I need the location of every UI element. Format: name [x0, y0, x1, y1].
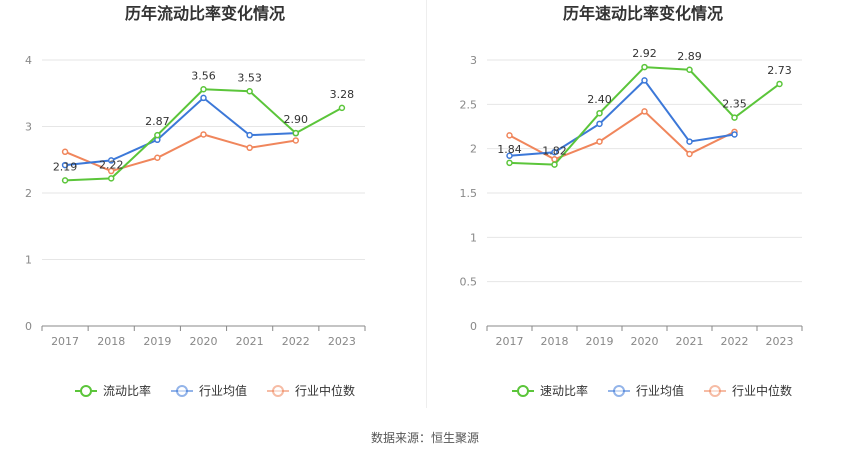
series-line-1-2 [509, 110, 735, 161]
x-tick-0-2: 2019 [143, 335, 171, 348]
data-point-1-1-4 [686, 138, 693, 145]
data-point-1-1-5 [731, 131, 738, 138]
y-tick-0-2: 2 [25, 187, 32, 200]
data-label-0-4: 3.53 [237, 71, 262, 84]
y-tick-1-4: 2 [470, 143, 477, 156]
y-tick-0-3: 3 [25, 121, 32, 134]
data-point-1-0-3 [641, 63, 648, 71]
legend-marker-0-2 [272, 385, 284, 397]
data-point-1-0-4 [686, 66, 693, 74]
data-point-1-2-3 [641, 108, 648, 115]
x-tick-0-1: 2018 [97, 335, 125, 348]
data-point-1-2-2 [596, 138, 603, 145]
data-point-0-1-0 [61, 161, 69, 169]
data-label-0-1: 2.22 [99, 158, 124, 171]
x-tick-1-1: 2018 [541, 335, 569, 348]
data-point-0-0-4 [246, 88, 253, 95]
legend-marker-0-1 [176, 385, 188, 397]
legend-marker-1-2 [709, 385, 721, 397]
data-point-0-2-4 [246, 144, 253, 152]
data-point-1-1-2 [596, 120, 603, 128]
x-tick-1-5: 2022 [721, 335, 749, 348]
series-line-0-1 [64, 96, 296, 167]
x-tick-1-2: 2019 [586, 335, 614, 348]
data-point-0-0-0 [61, 177, 69, 184]
data-point-0-2-3 [200, 131, 207, 138]
y-tick-0-4: 4 [25, 54, 32, 67]
data-label-1-6: 2.73 [767, 64, 792, 77]
legend-marker-0-0 [80, 385, 92, 397]
data-label-1-4: 2.89 [677, 50, 702, 63]
data-label-1-0: 1.84 [497, 143, 522, 156]
data-point-0-0-2 [154, 131, 161, 139]
legend-label-0-0: 流动比率 [103, 383, 151, 398]
legend-label-1-2: 行业中位数 [732, 383, 792, 398]
source-note: 数据来源：恒生聚源 [370, 431, 479, 445]
y-tick-0-1: 1 [25, 254, 32, 267]
data-point-0-0-1 [107, 175, 115, 182]
series-line-0-2 [64, 133, 296, 173]
data-point-0-2-0 [61, 148, 69, 156]
data-point-1-0-5 [731, 114, 738, 121]
data-label-1-5: 2.35 [722, 98, 747, 111]
chart-title-1: 历年速动比率变化情况 [563, 4, 723, 23]
data-label-0-5: 2.90 [284, 113, 309, 126]
x-tick-0-0: 2017 [51, 335, 79, 348]
x-tick-1-4: 2021 [676, 335, 704, 348]
data-point-1-0-6 [776, 80, 783, 88]
y-tick-1-5: 2.5 [460, 98, 478, 111]
legend-label-0-1: 行业均值 [199, 383, 247, 398]
data-point-1-0-1 [551, 161, 558, 168]
x-tick-0-4: 2021 [236, 335, 264, 348]
y-tick-1-1: 0.5 [460, 276, 478, 289]
data-label-1-1: 1.82 [542, 145, 567, 158]
data-point-1-1-3 [641, 77, 648, 84]
legend-label-1-0: 速动比率 [540, 383, 588, 398]
legend-marker-1-0 [517, 385, 529, 397]
y-tick-1-2: 1 [470, 231, 477, 244]
y-tick-1-6: 3 [470, 54, 477, 67]
x-tick-0-3: 2020 [190, 335, 218, 348]
data-point-1-2-4 [686, 150, 693, 158]
legend-label-0-2: 行业中位数 [295, 383, 355, 398]
data-label-0-6: 3.28 [330, 88, 355, 101]
data-point-0-1-3 [200, 94, 207, 102]
data-point-0-0-6 [338, 104, 346, 112]
x-tick-1-0: 2017 [496, 335, 524, 348]
data-point-0-1-4 [246, 131, 253, 139]
x-tick-0-5: 2022 [282, 335, 310, 348]
data-point-1-1-0 [506, 152, 513, 160]
data-point-0-2-2 [154, 154, 161, 162]
data-point-1-2-0 [506, 132, 513, 139]
panel-divider [426, 0, 427, 408]
data-point-0-0-5 [292, 129, 300, 137]
legend-label-1-1: 行业均值 [636, 383, 684, 398]
data-point-1-0-0 [506, 159, 513, 167]
y-tick-1-3: 1.5 [460, 187, 478, 200]
x-tick-0-6: 2023 [328, 335, 356, 348]
data-point-1-0-2 [596, 109, 603, 117]
data-point-0-2-1 [107, 167, 115, 175]
y-tick-0-0: 0 [25, 320, 32, 333]
chart-title-0: 历年流动比率变化情况 [125, 4, 285, 23]
data-label-1-3: 2.92 [632, 47, 657, 60]
data-point-0-2-5 [292, 137, 300, 144]
data-label-0-3: 3.56 [191, 69, 216, 82]
data-label-0-0: 2.19 [53, 160, 78, 173]
legend-marker-1-1 [613, 385, 625, 397]
x-tick-1-3: 2020 [631, 335, 659, 348]
data-point-1-1-1 [551, 148, 558, 156]
data-label-0-2: 2.87 [145, 115, 170, 128]
y-tick-1-0: 0 [470, 320, 477, 333]
data-point-0-1-1 [107, 157, 115, 164]
x-tick-1-6: 2023 [766, 335, 794, 348]
data-label-1-2: 2.40 [587, 93, 612, 106]
data-point-0-0-3 [200, 86, 207, 93]
series-line-1-1 [509, 78, 735, 157]
